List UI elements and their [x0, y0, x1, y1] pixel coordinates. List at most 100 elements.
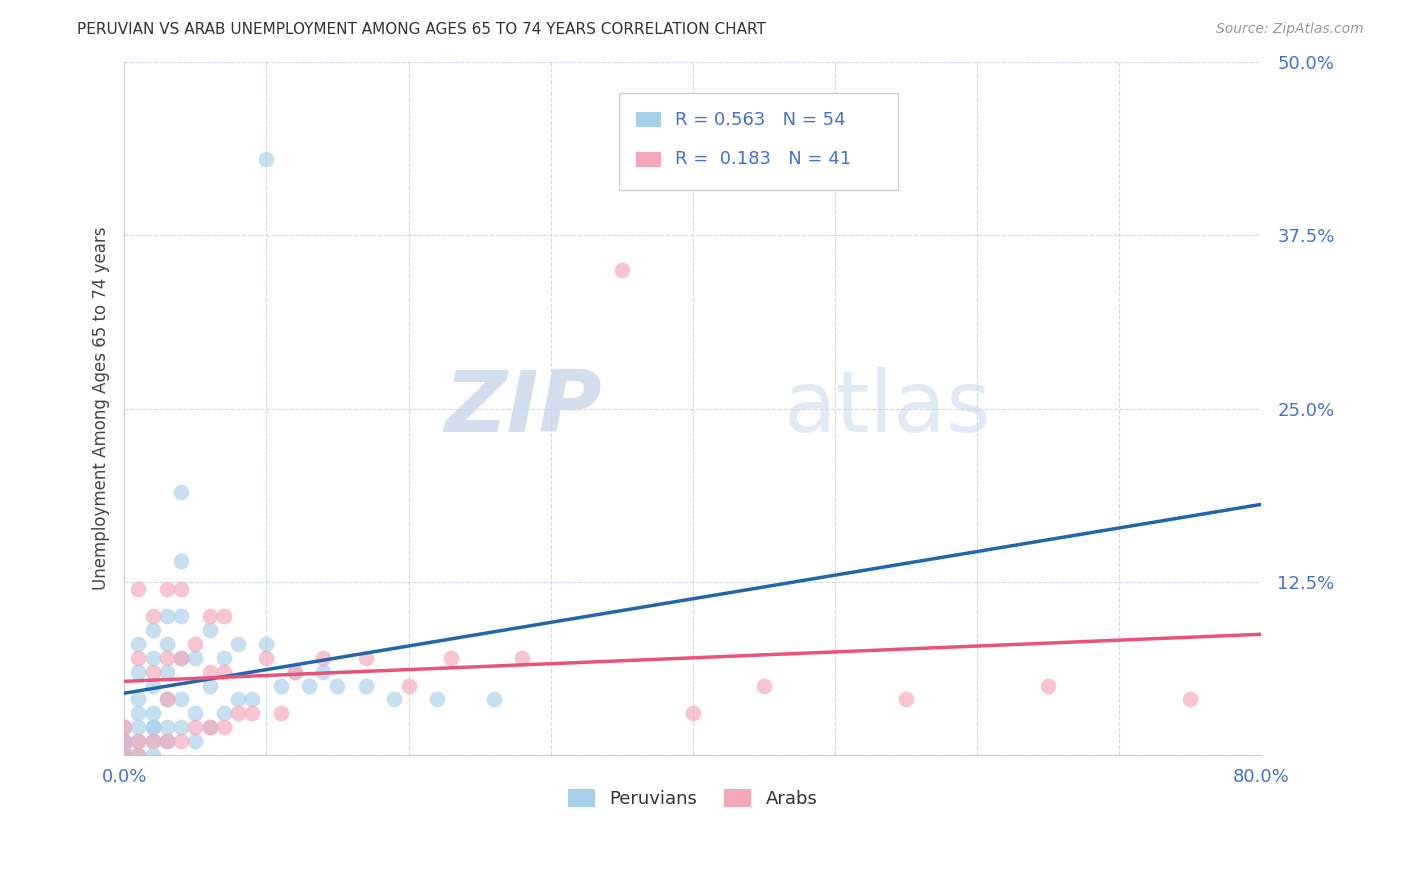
Point [610, 263, 633, 277]
Point [426, 692, 449, 706]
Point [156, 637, 179, 651]
Point [170, 554, 193, 568]
Point [398, 679, 420, 693]
Point [354, 679, 377, 693]
FancyBboxPatch shape [619, 94, 897, 190]
Point [212, 651, 235, 665]
Point [270, 679, 292, 693]
Point [170, 609, 193, 624]
FancyBboxPatch shape [636, 112, 661, 128]
Point [127, 747, 149, 762]
Point [184, 651, 207, 665]
Text: ZIP: ZIP [444, 367, 602, 450]
Point [382, 692, 405, 706]
Point [198, 609, 221, 624]
Point [198, 624, 221, 638]
Point [112, 720, 135, 734]
Point [127, 747, 149, 762]
Point [312, 651, 335, 665]
Legend: Peruvians, Arabs: Peruvians, Arabs [561, 781, 825, 815]
Point [440, 651, 463, 665]
Point [240, 706, 263, 721]
Point [127, 582, 149, 596]
Point [127, 692, 149, 706]
Point [482, 692, 505, 706]
FancyBboxPatch shape [636, 152, 661, 167]
Point [284, 665, 307, 679]
Point [184, 637, 207, 651]
Point [156, 692, 179, 706]
Point [170, 720, 193, 734]
Point [254, 152, 277, 166]
Point [156, 651, 179, 665]
Point [752, 679, 775, 693]
Point [170, 484, 193, 499]
Point [226, 692, 249, 706]
Point [170, 692, 193, 706]
Point [254, 637, 277, 651]
Point [156, 734, 179, 748]
Point [142, 706, 165, 721]
Y-axis label: Unemployment Among Ages 65 to 74 years: Unemployment Among Ages 65 to 74 years [93, 227, 110, 591]
Point [212, 609, 235, 624]
Point [127, 637, 149, 651]
Point [156, 609, 179, 624]
Point [184, 720, 207, 734]
Text: Source: ZipAtlas.com: Source: ZipAtlas.com [1216, 22, 1364, 37]
Point [198, 720, 221, 734]
Point [240, 692, 263, 706]
Point [142, 609, 165, 624]
Point [156, 734, 179, 748]
Text: R = 0.563   N = 54: R = 0.563 N = 54 [675, 111, 845, 128]
Point [1038, 679, 1060, 693]
Point [156, 665, 179, 679]
Point [112, 734, 135, 748]
Text: atlas: atlas [783, 367, 991, 450]
Point [270, 706, 292, 721]
Point [254, 651, 277, 665]
Point [142, 747, 165, 762]
Point [142, 679, 165, 693]
Point [156, 582, 179, 596]
Point [142, 734, 165, 748]
Point [894, 692, 917, 706]
Point [112, 747, 135, 762]
Point [1180, 692, 1202, 706]
Point [112, 734, 135, 748]
Point [112, 720, 135, 734]
Point [127, 665, 149, 679]
Point [142, 720, 165, 734]
Point [284, 665, 307, 679]
Point [170, 651, 193, 665]
Point [198, 665, 221, 679]
Point [312, 665, 335, 679]
Point [142, 624, 165, 638]
Point [156, 720, 179, 734]
Point [142, 734, 165, 748]
Point [212, 706, 235, 721]
Point [198, 679, 221, 693]
Point [226, 637, 249, 651]
Point [127, 734, 149, 748]
Point [127, 720, 149, 734]
Point [184, 706, 207, 721]
Point [198, 720, 221, 734]
Point [226, 706, 249, 721]
Point [142, 720, 165, 734]
Point [170, 734, 193, 748]
Point [212, 665, 235, 679]
Point [184, 734, 207, 748]
Point [127, 734, 149, 748]
Point [170, 651, 193, 665]
Text: R =  0.183   N = 41: R = 0.183 N = 41 [675, 150, 851, 168]
Point [170, 582, 193, 596]
Point [112, 747, 135, 762]
Point [142, 651, 165, 665]
Point [112, 734, 135, 748]
Point [142, 665, 165, 679]
Point [112, 741, 135, 756]
Point [212, 720, 235, 734]
Point [127, 651, 149, 665]
Point [127, 706, 149, 721]
Point [682, 706, 704, 721]
